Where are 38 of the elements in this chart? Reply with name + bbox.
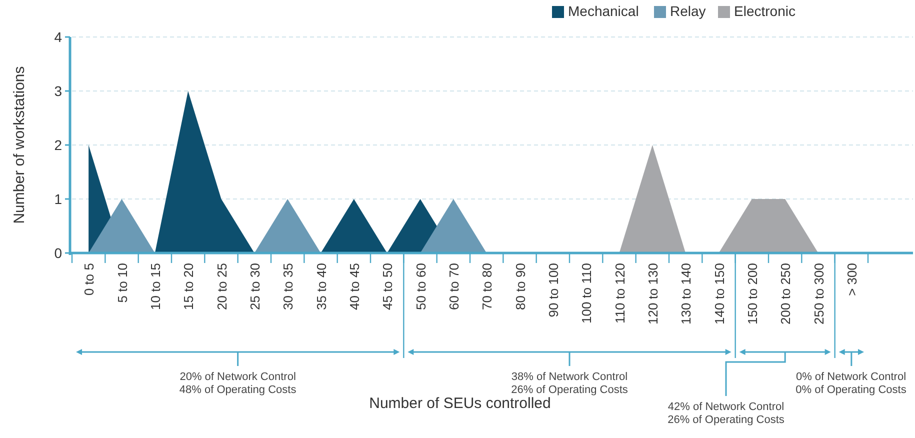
x-tick-label: 200 to 250 [778, 263, 794, 324]
x-tick-label: 250 to 300 [811, 263, 826, 324]
x-tick-label: 100 to 110 [579, 263, 594, 324]
y-tick-label: 1 [54, 190, 62, 207]
y-tick-label: 3 [54, 82, 62, 99]
text: 20% of Network Control 48% of Operating Costs [179, 371, 297, 396]
x-tick-label: 0 to 5 [82, 263, 97, 296]
legend-label: Electronic [734, 3, 796, 19]
text: 38% of Network Control 26% of Operating Costs [511, 371, 628, 396]
x-tick-label: 80 to 90 [512, 263, 528, 310]
y-tick-label: 2 [54, 136, 62, 153]
text: 0% of Network Control 0% of Operating Costs [796, 371, 907, 396]
x-tick-label: > 300 [844, 263, 860, 296]
x-tick-label: 60 to 70 [446, 263, 462, 310]
x-tick-label: 15 to 20 [181, 263, 196, 310]
x-tick-label: 90 to 100 [546, 263, 561, 318]
x-tick-label: 25 to 30 [247, 263, 262, 310]
x-tick-label: 50 to 60 [413, 263, 428, 310]
text: 42% of Network Control 26% of Operating Costs [668, 401, 785, 426]
x-tick-label: 35 to 40 [314, 263, 329, 310]
x-tick-label: 140 to 150 [712, 263, 727, 324]
y-tick-label: 4 [54, 28, 62, 45]
x-tick-label: 30 to 35 [280, 263, 296, 310]
y-tick-label: 0 [54, 244, 62, 261]
x-tick-label: 110 to 120 [612, 263, 628, 324]
x-axis-title: Number of SEUs controlled [369, 395, 551, 412]
x-tick-label: 130 to 140 [678, 263, 694, 324]
legend-label: Relay [670, 3, 706, 19]
x-tick-label: 20 to 25 [214, 263, 230, 310]
x-tick-label: 70 to 80 [480, 263, 495, 310]
x-tick-label: 120 to 130 [645, 263, 660, 324]
legend-label: Mechanical [568, 3, 639, 19]
x-tick-label: 40 to 45 [346, 263, 362, 310]
x-tick-label: 10 to 15 [148, 263, 163, 310]
y-axis-title: Number of workstations [11, 66, 28, 224]
x-tick-label: 150 to 200 [744, 263, 760, 324]
x-tick-label: 45 to 50 [380, 263, 396, 310]
x-tick-label: 5 to 10 [114, 263, 130, 303]
